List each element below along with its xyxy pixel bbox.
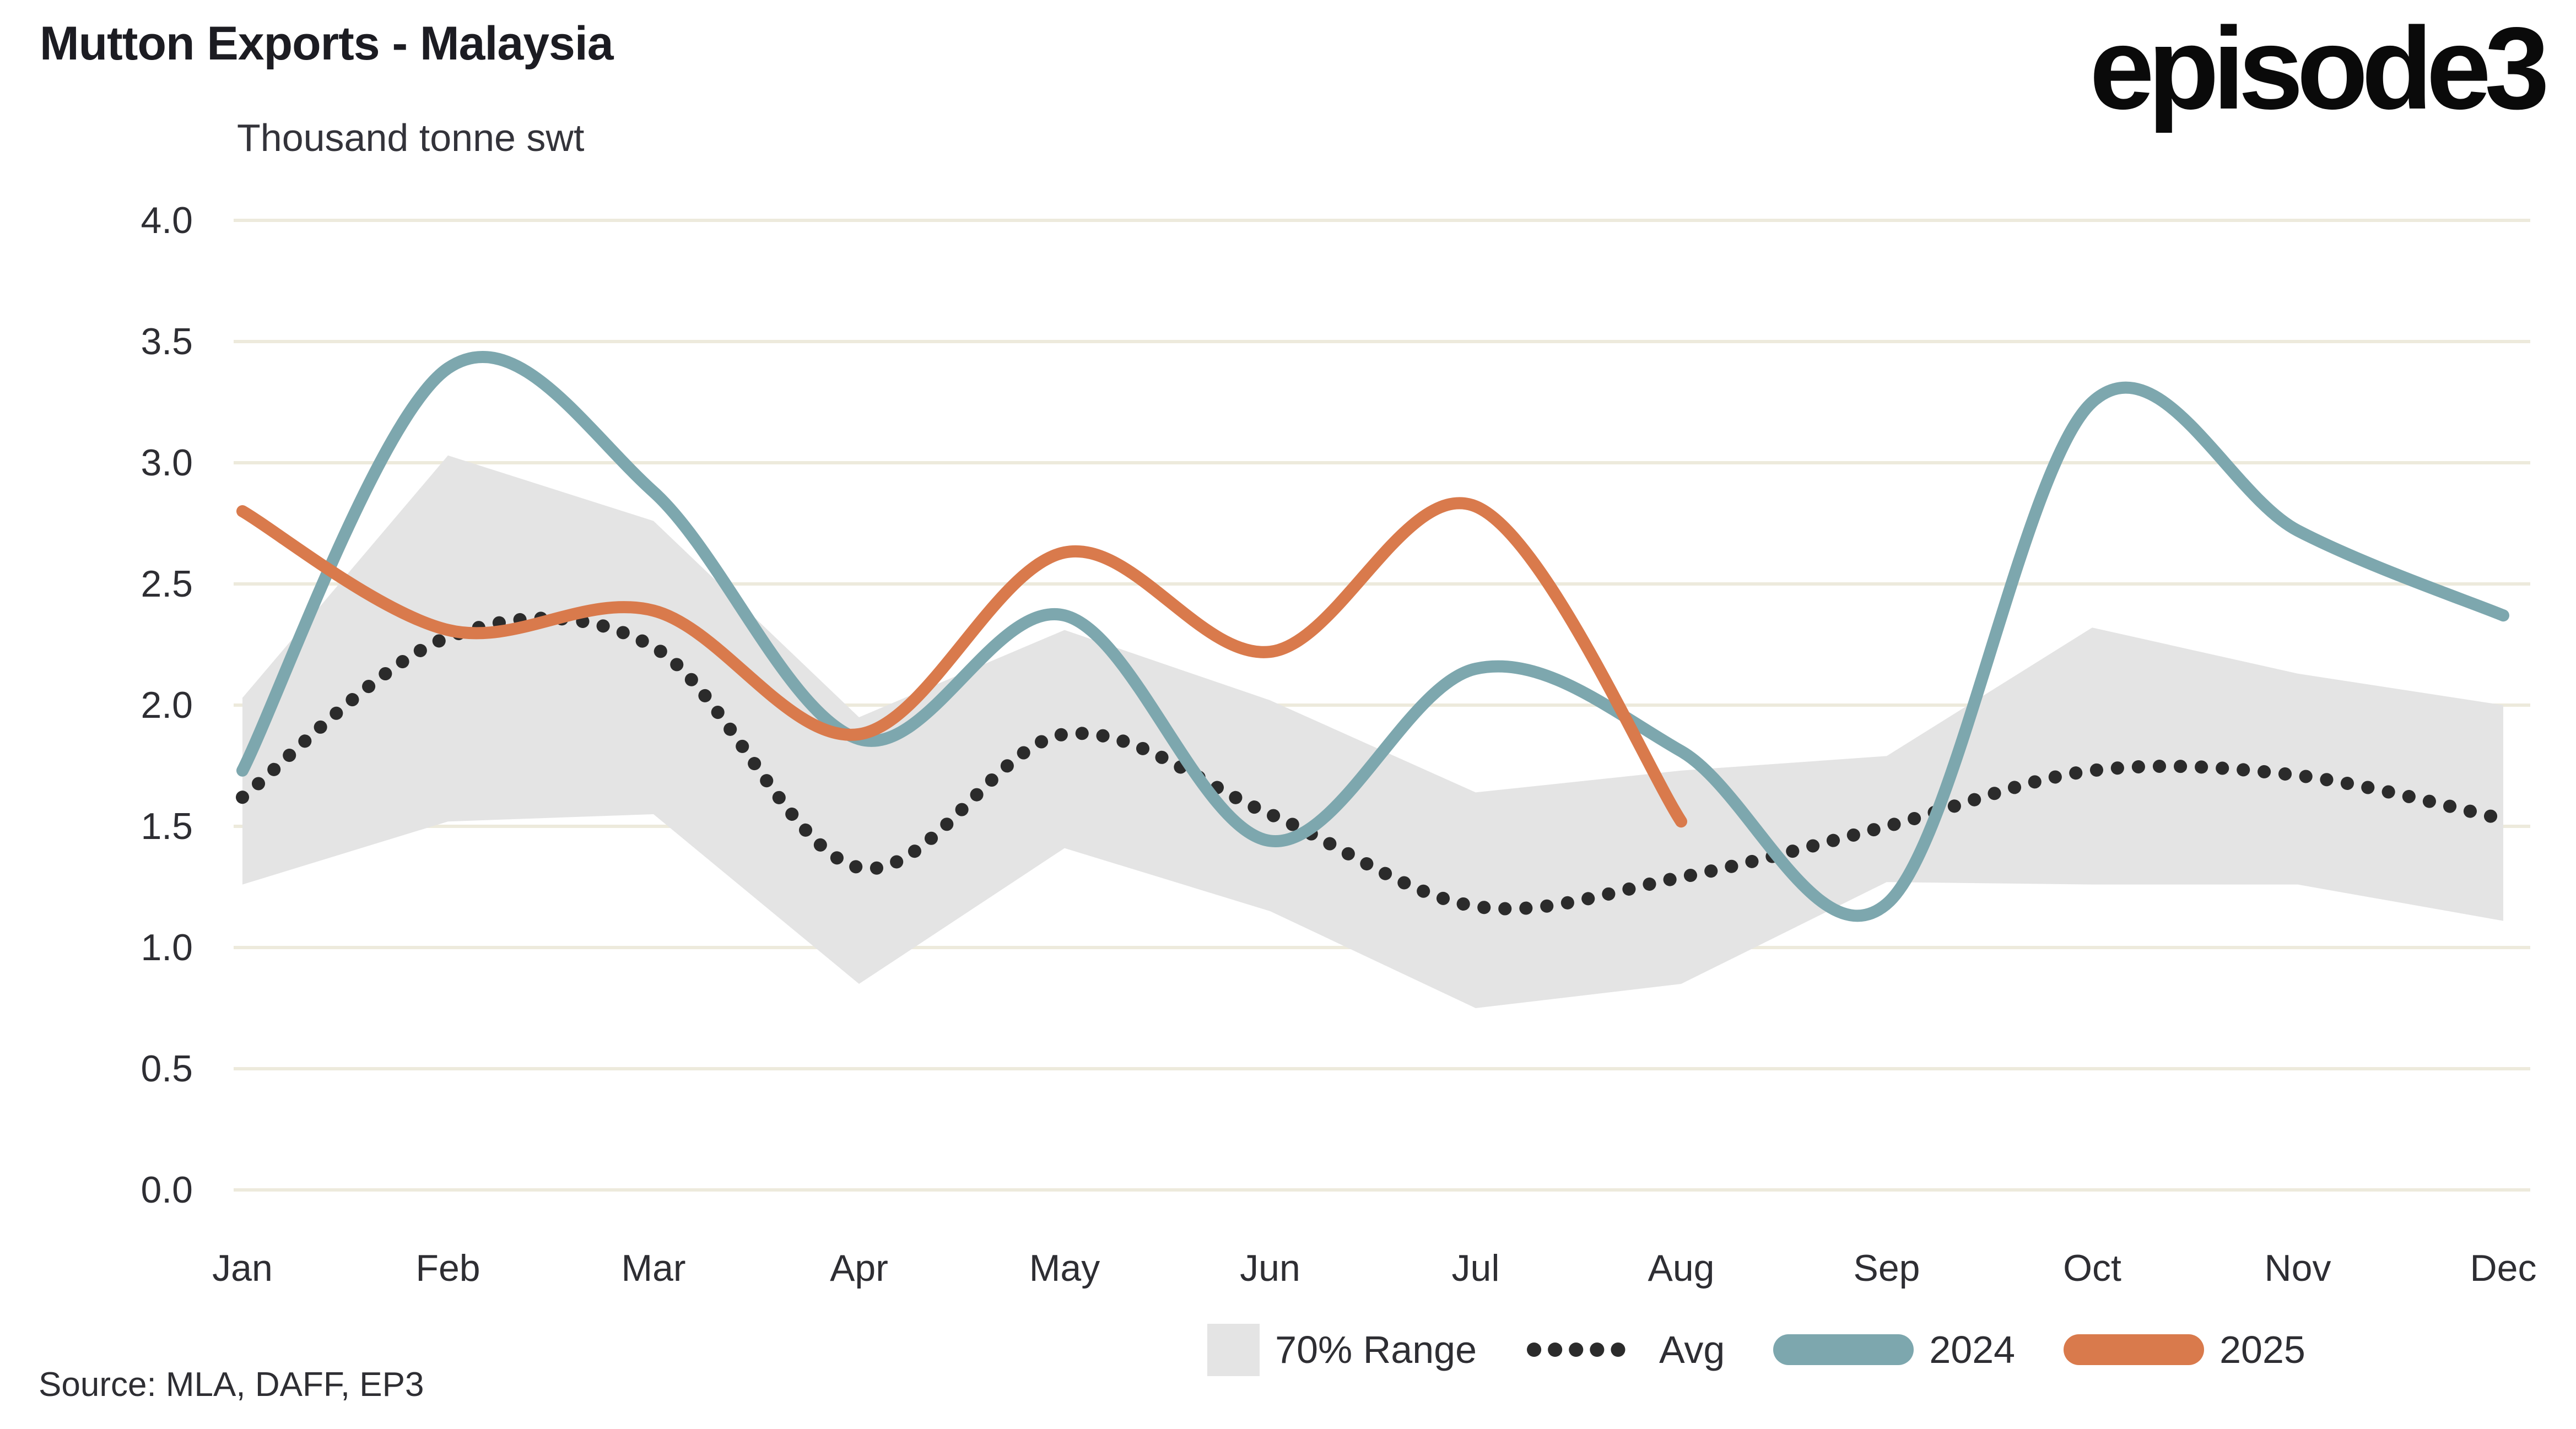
range-swatch-icon [1207,1323,1260,1376]
dotted-line-icon [1527,1343,1643,1357]
legend: 70% Range Avg 2024 2025 [937,1318,2576,1382]
y-tick-label: 1.0 [141,927,193,968]
legend-range-label: 70% Range [1275,1328,1477,1371]
y-tick-label: 0.0 [141,1169,193,1211]
x-tick-label: Oct [2063,1247,2121,1289]
y-tick-label: 1.5 [141,805,193,847]
episode3-logo: episode3 [2089,3,2550,133]
y-tick-label: 3.5 [141,321,193,362]
x-tick-label: Dec [2470,1247,2537,1289]
y-tick-label: 4.0 [141,199,193,241]
teal-line-swatch-icon [1773,1334,1914,1365]
series-line-2024 [236,350,2509,922]
x-tick-label: May [1029,1247,1100,1289]
x-tick-label: Aug [1648,1247,1715,1289]
series-line-avg [236,611,2510,916]
y-axis-unit-label: Thousand tonne swt [237,116,585,159]
page-title: Mutton Exports - Malaysia [40,17,614,70]
legend-item-range: 70% Range [1207,1323,1477,1376]
x-tick-label: Jun [1240,1247,1300,1289]
legend-avg-label: Avg [1659,1328,1725,1371]
x-tick-label: Apr [830,1247,888,1289]
source-note: Source: MLA, DAFF, EP3 [39,1366,424,1404]
x-tick-label: Feb [415,1247,480,1289]
legend-item-2025: 2025 [2064,1328,2305,1372]
range-band [242,455,2503,1008]
orange-line-swatch-icon [2064,1334,2205,1365]
legend-2025-label: 2025 [2219,1328,2305,1371]
y-tick-label: 2.0 [141,684,193,726]
x-tick-label: Mar [621,1247,686,1289]
legend-item-avg: Avg [1525,1328,1725,1372]
legend-item-2024: 2024 [1773,1328,2015,1372]
x-tick-label: Sep [1853,1247,1920,1289]
series-line-2025 [236,497,1687,828]
y-tick-label: 0.5 [141,1048,193,1090]
x-tick-label: Nov [2264,1247,2331,1289]
y-tick-label: 3.0 [141,442,193,484]
legend-2024-label: 2024 [1929,1328,2016,1371]
x-tick-label: Jan [212,1247,273,1289]
y-tick-label: 2.5 [141,563,193,605]
x-tick-label: Jul [1451,1247,1500,1289]
